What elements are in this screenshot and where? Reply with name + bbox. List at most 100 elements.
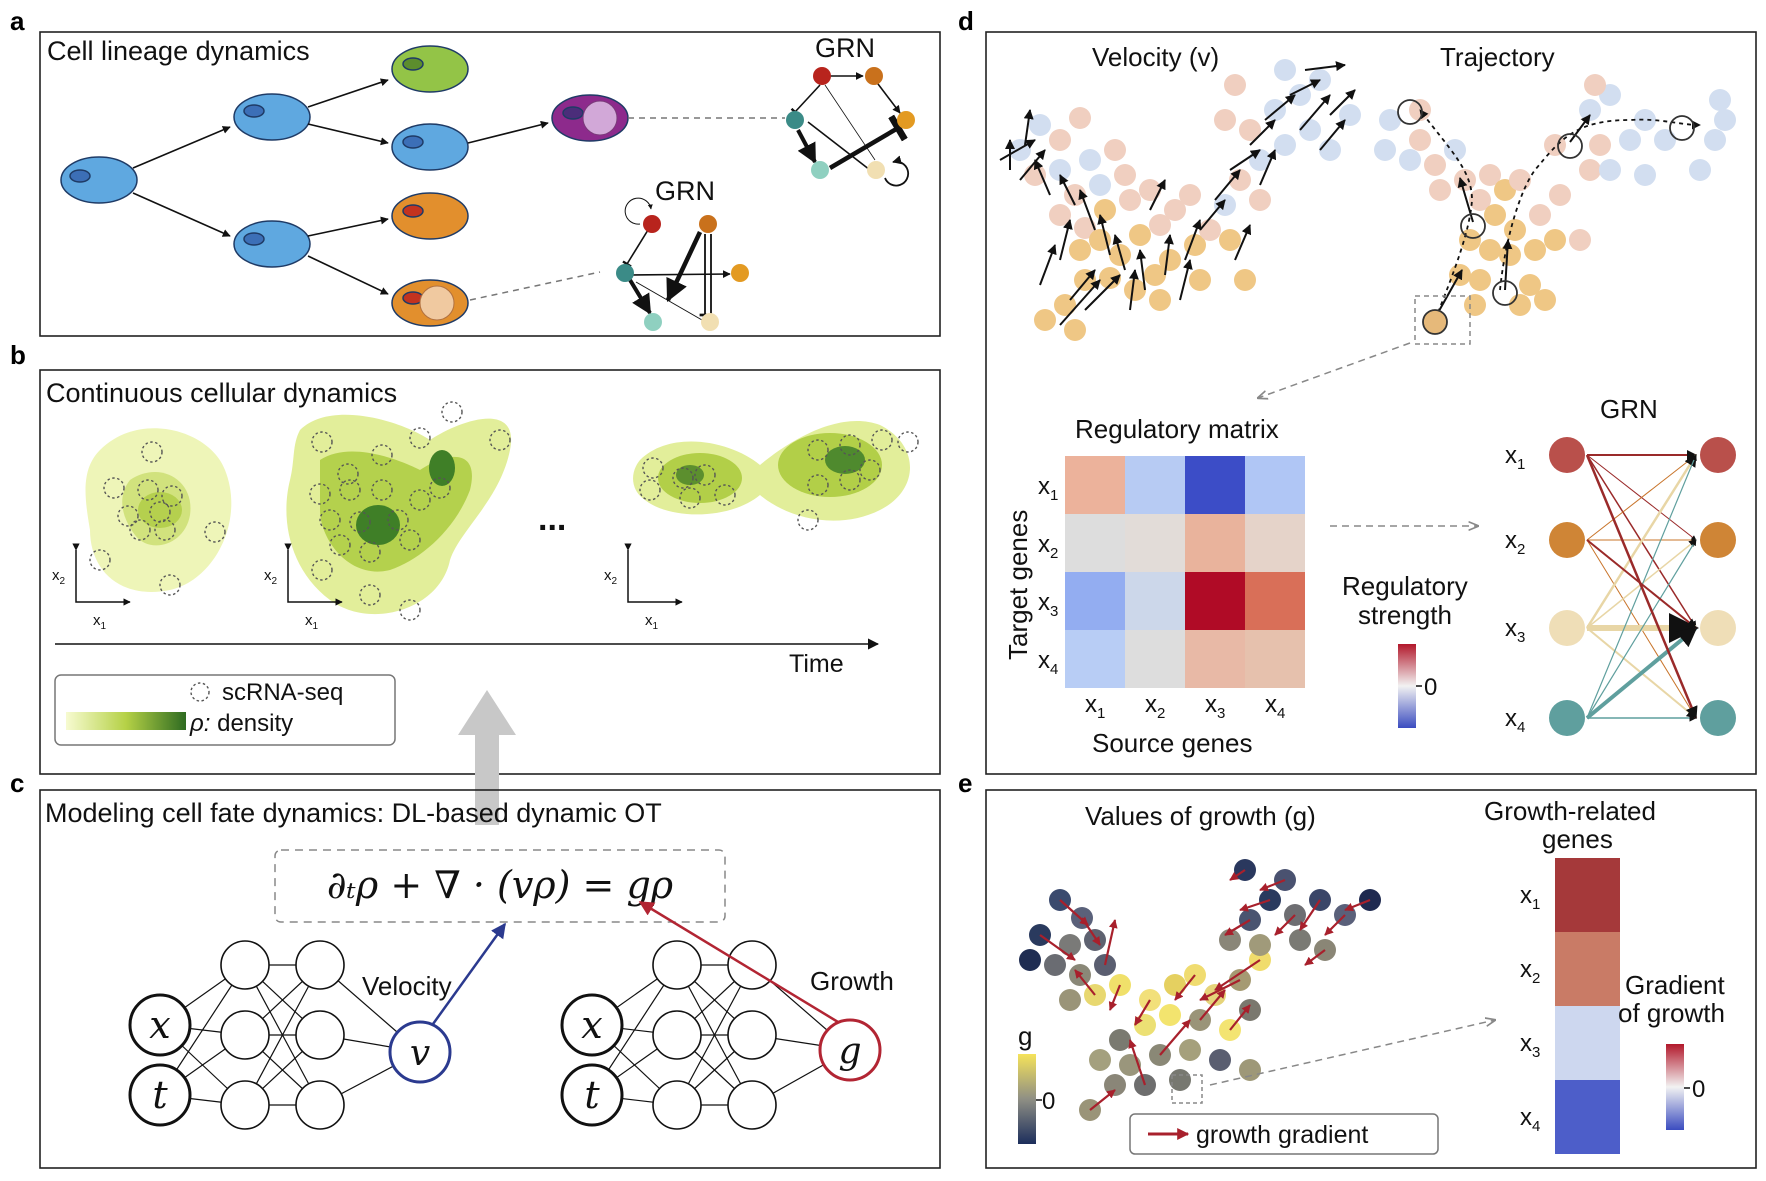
panel-b-legend: scRNA-seq ρ: density	[54, 674, 396, 746]
growth-gene-label: x2	[1520, 956, 1540, 987]
trajectory-cell	[1569, 229, 1591, 251]
growth-gene-labels: x1 x2 x3 x4	[1520, 882, 1540, 1135]
trajectory-cell	[1544, 229, 1566, 251]
trajectory-cell	[1379, 109, 1401, 131]
velocity-arrow	[1023, 109, 1034, 146]
trajectory-cell	[1484, 204, 1506, 226]
panel-b: b Continuous cellular dynamics ...	[10, 340, 941, 825]
big-up-arrow	[458, 690, 516, 825]
panel-a: a Cell lineage dynamics	[10, 6, 941, 337]
grn-edge	[1585, 454, 1698, 720]
velocity-cell	[1139, 179, 1161, 201]
scrna-cell	[642, 457, 664, 479]
grn-target-node	[1700, 437, 1736, 473]
velocity-cell	[1189, 269, 1211, 291]
velocity-cell	[1149, 214, 1171, 236]
selected-cell-box	[1414, 295, 1471, 345]
panel-label-b: b	[10, 340, 26, 370]
scrna-cell	[797, 509, 819, 531]
network-outputs: v g	[388, 1018, 882, 1084]
grn-target-node	[1700, 610, 1736, 646]
scrna-cell	[311, 431, 333, 453]
panel-label-a: a	[10, 6, 25, 36]
scrna-cell	[137, 479, 159, 501]
velocity-arrow	[1264, 94, 1296, 121]
strength-colorbar	[1398, 644, 1416, 728]
velocity-arrow	[1199, 199, 1226, 231]
grn-edge	[1585, 626, 1698, 720]
velocity-arrow	[1214, 169, 1241, 201]
scrna-cell	[387, 509, 409, 531]
scrna-cells	[89, 401, 919, 621]
gradient-arrow	[1229, 1004, 1251, 1031]
gradient-arrow	[1089, 1089, 1116, 1111]
growth-genes-title-1: Growth-related	[1484, 796, 1656, 826]
velocity-cell	[1034, 309, 1056, 331]
trajectory-cell	[1524, 239, 1546, 261]
matrix-cell	[1065, 514, 1125, 572]
gradient-arrow	[1039, 934, 1076, 961]
velocity-arrow	[1319, 119, 1346, 151]
panel-c-frame	[39, 789, 941, 1169]
gradient-arrow	[1344, 898, 1371, 912]
svg-text:x1: x1	[305, 612, 319, 632]
velocity-arrow	[1234, 224, 1252, 261]
scrna-cell	[154, 519, 176, 541]
svg-text:x2: x2	[604, 567, 618, 587]
velocity-arrow	[1304, 61, 1346, 72]
velocity-arrow	[1149, 179, 1166, 211]
grn-source-node	[1549, 437, 1585, 473]
scrna-cell	[399, 529, 421, 551]
scrna-cell	[161, 485, 183, 507]
trajectory-cell	[1469, 269, 1491, 291]
velocity-arrow	[1299, 94, 1331, 131]
velocity-cell	[1179, 184, 1201, 206]
scrna-cell	[672, 467, 694, 489]
velocity-arrow	[1059, 174, 1076, 206]
gradient-arrow	[1103, 919, 1118, 966]
trajectory-cell	[1509, 169, 1531, 191]
velocity-cell	[1299, 119, 1321, 141]
panel-d: d Velocity (v) Trajectory Regulatory mat…	[958, 6, 1757, 775]
scrna-cell	[204, 521, 226, 543]
velocity-cell	[1249, 189, 1271, 211]
velocity-arrow	[1059, 219, 1073, 261]
grn-node-label: x1	[1505, 442, 1525, 473]
velocity-arrow	[1112, 234, 1126, 271]
scrna-cell	[639, 479, 661, 501]
velocity-arrow	[1039, 244, 1057, 286]
grn-bottom-nodes	[616, 215, 749, 331]
growth-cell	[1169, 1069, 1191, 1091]
gradient-arrow	[1239, 898, 1271, 912]
matrix-cell	[1245, 456, 1305, 514]
cell-root	[60, 156, 138, 204]
gradient-arrow	[1174, 974, 1196, 1001]
cell-green	[391, 45, 469, 93]
panel-b-title: Continuous cellular dynamics	[46, 378, 397, 408]
trajectory-cell	[1429, 179, 1451, 201]
gradient-colorbar-zero: 0	[1692, 1076, 1705, 1103]
trajectory-scatter	[1374, 74, 1736, 319]
gradient-arrow	[1324, 914, 1346, 936]
grn-node-label: x3	[1505, 615, 1525, 646]
svg-text:v: v	[410, 1033, 430, 1074]
velocity-arrow	[1289, 79, 1321, 96]
growth-gene-label: x3	[1520, 1030, 1540, 1061]
density-snapshot-2	[286, 414, 512, 615]
hidden-neuron	[727, 1080, 777, 1130]
velocity-cell	[1199, 219, 1221, 241]
grn-edge	[1585, 453, 1698, 629]
trajectory-cell	[1499, 244, 1521, 266]
grn-bipartite-edges	[1585, 450, 1699, 722]
scrna-cell	[714, 484, 736, 506]
velocity-cell	[1319, 139, 1341, 161]
matrix-row-labels: x1 x2 x3 x4	[1038, 473, 1058, 678]
matrix-title: Regulatory matrix	[1075, 414, 1279, 444]
trajectory-cell	[1619, 129, 1641, 151]
velocity-cell	[1089, 174, 1111, 196]
velocity-cell	[1234, 269, 1256, 291]
matrix-col-label: x4	[1265, 691, 1285, 722]
svg-text:x: x	[581, 1003, 602, 1047]
velocity-cell	[1214, 109, 1236, 131]
velocity-title: Velocity (v)	[1092, 42, 1219, 72]
